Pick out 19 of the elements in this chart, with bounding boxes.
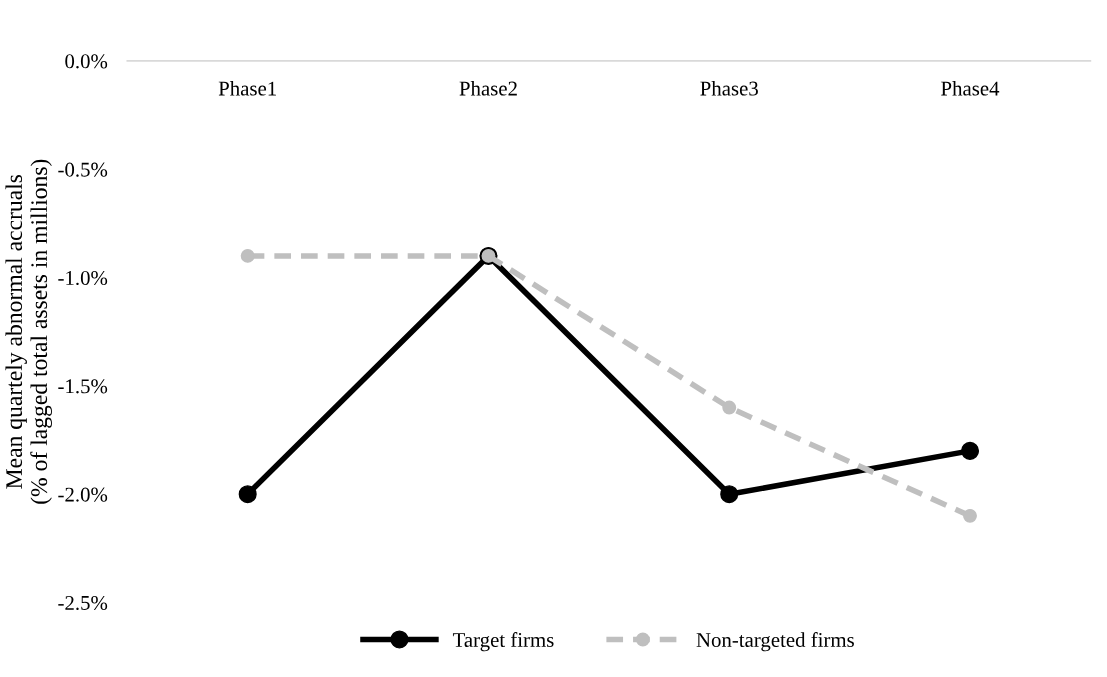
x-tick-label: Phase2 bbox=[459, 80, 517, 96]
y-tick-label: -1.5% bbox=[58, 379, 108, 394]
y-tick-label: -1.0% bbox=[58, 270, 108, 286]
legend-label: Non-targeted firms bbox=[696, 632, 854, 652]
point bbox=[722, 400, 737, 415]
legend-label: Target firms bbox=[452, 632, 554, 652]
point bbox=[960, 441, 980, 460]
x-tick-label: Phase3 bbox=[700, 80, 758, 96]
y-tick-label: -0.5% bbox=[58, 162, 108, 177]
point bbox=[720, 485, 739, 504]
y-tick-label: -2.5% bbox=[58, 595, 108, 611]
point bbox=[240, 248, 255, 263]
point bbox=[238, 485, 257, 504]
y-axis-title: Mean quartely abnormal accruals (% of lagged total assets in millions) bbox=[5, 159, 52, 504]
x-tick-label: Phase4 bbox=[941, 80, 1000, 96]
x-tick-label: Phase1 bbox=[218, 80, 276, 96]
y-tick-label: 0.0% bbox=[65, 54, 108, 69]
point bbox=[963, 508, 977, 523]
y-tick-label: -2.0% bbox=[58, 487, 108, 502]
